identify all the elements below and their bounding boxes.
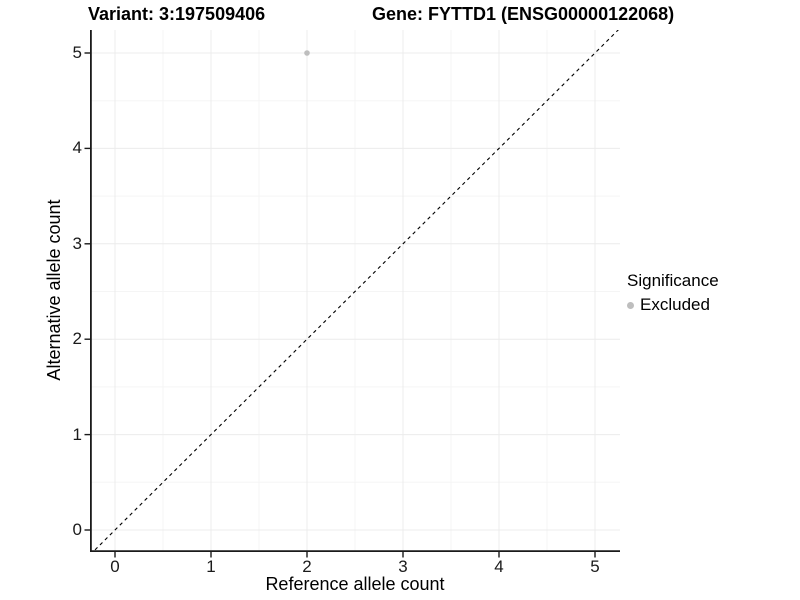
plot-panel bbox=[84, 30, 620, 558]
legend-title: Significance bbox=[627, 271, 719, 290]
legend: Significance Excluded bbox=[627, 271, 719, 315]
legend-item-label: Excluded bbox=[640, 295, 710, 314]
variant-title: Variant: 3:197509406 bbox=[88, 4, 266, 24]
y-tick-label-3: 3 bbox=[72, 234, 82, 253]
y-tick-label-5: 5 bbox=[72, 43, 82, 62]
excluded-point-icon bbox=[627, 301, 634, 309]
x-tick-label-1: 1 bbox=[206, 557, 216, 576]
x-tick-label-0: 0 bbox=[110, 557, 120, 576]
x-tick-label-4: 4 bbox=[494, 557, 504, 576]
y-tick-label-0: 0 bbox=[72, 520, 82, 539]
y-tick-label-4: 4 bbox=[72, 138, 82, 157]
x-tick-label-2: 2 bbox=[302, 557, 312, 576]
y-tick-label-2: 2 bbox=[72, 329, 82, 348]
y-axis-title: Alternative allele count bbox=[44, 199, 64, 381]
y-tick-label-1: 1 bbox=[72, 425, 82, 444]
gene-title: Gene: FYTTD1 (ENSG00000122068) bbox=[372, 4, 675, 24]
x-tick-label-5: 5 bbox=[590, 557, 600, 576]
x-axis-title: Reference allele count bbox=[265, 574, 445, 594]
legend-item-excluded: Excluded bbox=[627, 295, 719, 315]
x-tick-label-3: 3 bbox=[398, 557, 408, 576]
